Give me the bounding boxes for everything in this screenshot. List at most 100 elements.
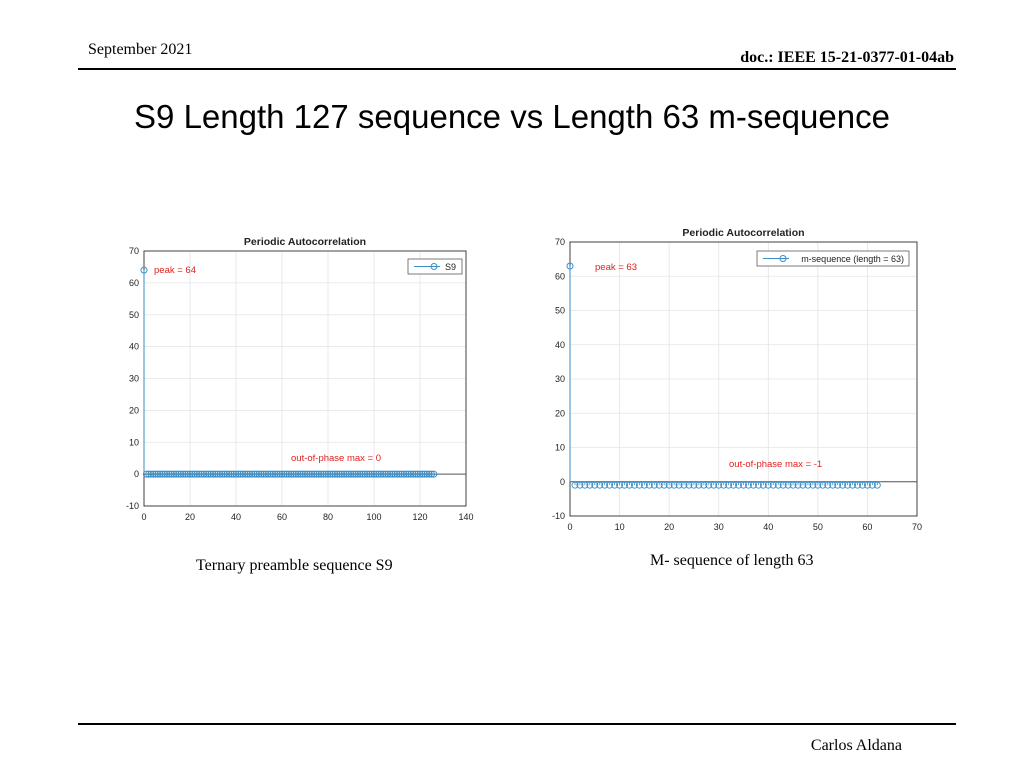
stem-marker <box>308 470 316 478</box>
stem-marker <box>794 481 802 489</box>
stem-marker <box>338 470 346 478</box>
stem-marker <box>216 470 224 478</box>
x-tick-label: 120 <box>412 512 427 522</box>
stem-marker <box>839 481 847 489</box>
stem-marker <box>202 470 210 478</box>
stem-marker <box>391 470 399 478</box>
stem-marker <box>650 481 658 489</box>
stem-marker <box>411 470 419 478</box>
stem-marker <box>379 470 387 478</box>
caption-s9: Ternary preamble sequence S9 <box>196 557 393 574</box>
footer-author: Carlos Aldana <box>810 737 902 754</box>
stem-marker <box>257 470 265 478</box>
stem-marker <box>630 481 638 489</box>
stem-marker <box>799 481 807 489</box>
stem-marker <box>230 470 238 478</box>
stem-marker <box>260 470 268 478</box>
header-rule <box>78 68 956 70</box>
stem-marker <box>601 481 609 489</box>
stem-marker <box>365 470 373 478</box>
stem-marker <box>179 470 187 478</box>
stem-marker <box>329 470 337 478</box>
stem-marker <box>680 481 688 489</box>
stem-marker <box>372 470 380 478</box>
stem-marker <box>184 470 192 478</box>
stem-marker <box>165 470 173 478</box>
stem-marker <box>859 481 866 489</box>
stem-marker <box>354 470 362 478</box>
stem-marker <box>315 470 323 478</box>
stem-marker <box>322 470 330 478</box>
stem-marker <box>695 481 703 489</box>
stem-marker <box>849 481 857 489</box>
stem-marker <box>170 470 178 478</box>
stem-marker <box>416 470 424 478</box>
y-tick-label: 50 <box>555 306 565 316</box>
stem-marker <box>829 481 837 489</box>
stem-marker <box>665 481 673 489</box>
stem-marker <box>407 470 415 478</box>
x-tick-label: 30 <box>714 522 724 532</box>
header-date: September 2021 <box>88 41 193 58</box>
x-tick-label: 100 <box>366 512 381 522</box>
stem-marker <box>255 470 263 478</box>
stem-marker <box>759 481 767 489</box>
stem-marker <box>384 470 392 478</box>
stem-marker <box>361 470 369 478</box>
y-tick-label: 10 <box>555 443 565 453</box>
stem-marker <box>301 470 309 478</box>
stem-marker <box>789 481 797 489</box>
stem-marker <box>234 470 242 478</box>
stem-marker <box>769 481 777 489</box>
stem-marker <box>237 470 245 478</box>
stem-marker <box>161 470 169 478</box>
stem-marker <box>262 470 270 478</box>
caption-mseq: M- sequence of length 63 <box>650 552 814 569</box>
x-tick-label: 60 <box>277 512 287 522</box>
stem-marker <box>299 470 307 478</box>
x-tick-label: 40 <box>231 512 241 522</box>
stem-marker <box>844 481 852 489</box>
stem-marker <box>576 481 584 489</box>
stem-marker <box>280 470 288 478</box>
y-tick-label: 20 <box>555 408 565 418</box>
stem-marker <box>352 470 360 478</box>
stem-marker <box>655 481 663 489</box>
stem-marker <box>181 470 189 478</box>
out-of-phase-annotation: out-of-phase max = 0 <box>291 453 381 464</box>
stem-marker <box>204 470 212 478</box>
footer-rule <box>78 723 956 725</box>
chart-mseq-autocorrelation: 0 10 20 30 40 50 60 70-10010203040506070Periodi… <box>552 227 922 532</box>
stem-marker <box>388 470 396 478</box>
x-tick-label: 20 <box>185 512 195 522</box>
stem-marker <box>296 470 304 478</box>
stem-marker <box>156 470 164 478</box>
stem-marker <box>244 470 251 478</box>
y-tick-label: 30 <box>555 374 565 384</box>
stem-marker <box>142 470 150 478</box>
chart-s9-autocorrelation: 0 20 40 60 80 100 120 140-10010203040506070Peri… <box>126 236 474 522</box>
stem-marker <box>640 481 648 489</box>
stem-marker <box>264 470 272 478</box>
stem-marker <box>175 470 182 478</box>
stem-marker <box>621 481 628 489</box>
stem-marker <box>635 481 643 489</box>
y-tick-label: -10 <box>552 511 565 521</box>
stem-marker <box>591 481 599 489</box>
stem-marker <box>400 470 408 478</box>
stem-marker <box>188 470 196 478</box>
stem-marker <box>241 470 249 478</box>
stem-marker <box>581 481 589 489</box>
stem-marker <box>177 470 185 478</box>
stem-marker <box>402 470 410 478</box>
y-tick-label: 40 <box>129 342 139 352</box>
stem-marker <box>395 470 403 478</box>
slide-title: S9 Length 127 sequence vs Length 63 m-se… <box>134 98 890 135</box>
stem-marker <box>186 470 194 478</box>
stem-marker <box>690 481 698 489</box>
stem-marker <box>278 470 286 478</box>
legend-marker <box>430 263 438 270</box>
chart-title: Periodic Autocorrelation <box>682 227 804 239</box>
stem-marker <box>152 470 159 478</box>
legend-label: m-sequence (length = 63) <box>801 254 904 264</box>
